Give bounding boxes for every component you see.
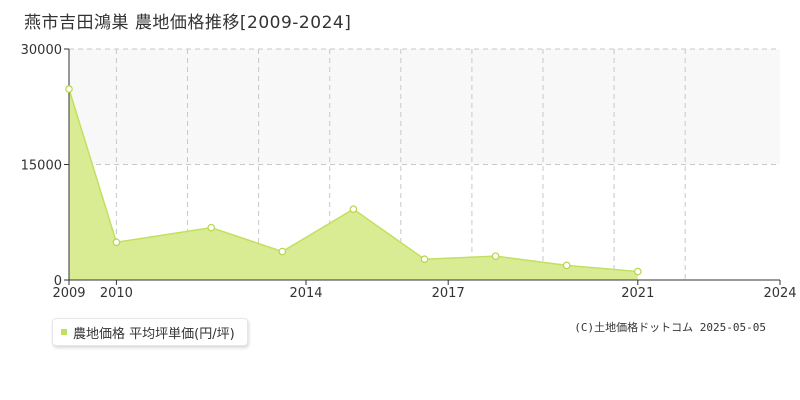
data-point xyxy=(633,267,642,276)
legend-swatch xyxy=(61,329,67,335)
legend: 農地価格 平均坪単価(円/坪) xyxy=(52,318,248,346)
copyright: (C)土地価格ドットコム 2025-05-05 xyxy=(574,321,766,334)
series-area-fill xyxy=(69,89,638,280)
x-tick-label: 2010 xyxy=(100,286,133,301)
x-tick-label: 2014 xyxy=(289,286,322,301)
data-point xyxy=(207,223,216,232)
tick-labels: 0 15000 30000 2009 2010 2014 2017 2021 2024 xyxy=(21,43,797,301)
legend-label: 農地価格 平均坪単価(円/坪) xyxy=(73,326,235,342)
x-tick-label: 2021 xyxy=(621,286,654,301)
data-point xyxy=(491,252,500,260)
y-tick-label: 0 xyxy=(54,274,62,289)
upper-band-rect xyxy=(69,49,780,165)
data-point xyxy=(562,261,571,270)
x-tick-label: 2017 xyxy=(432,286,465,301)
data-point xyxy=(65,85,73,93)
data-point xyxy=(420,255,429,264)
upper-band xyxy=(69,49,780,165)
x-tick-label: 2009 xyxy=(52,286,85,301)
data-point xyxy=(349,205,358,213)
data-points xyxy=(65,85,642,276)
data-point xyxy=(112,238,121,247)
data-point xyxy=(278,247,287,256)
y-tick-label: 30000 xyxy=(21,43,62,58)
chart-title: 燕市吉田鴻巣 農地価格推移[2009-2024] xyxy=(24,13,352,33)
x-tick-label: 2024 xyxy=(763,286,796,301)
y-tick-label: 15000 xyxy=(21,159,62,174)
